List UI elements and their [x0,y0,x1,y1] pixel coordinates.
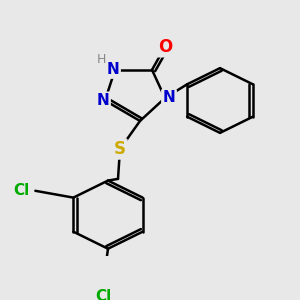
Text: Cl: Cl [13,183,29,198]
Text: N: N [106,62,119,77]
Text: Cl: Cl [95,289,111,300]
Text: N: N [163,91,176,106]
Text: O: O [158,38,172,56]
Text: S: S [114,140,126,158]
Text: N: N [97,93,110,108]
Text: H: H [96,53,106,66]
